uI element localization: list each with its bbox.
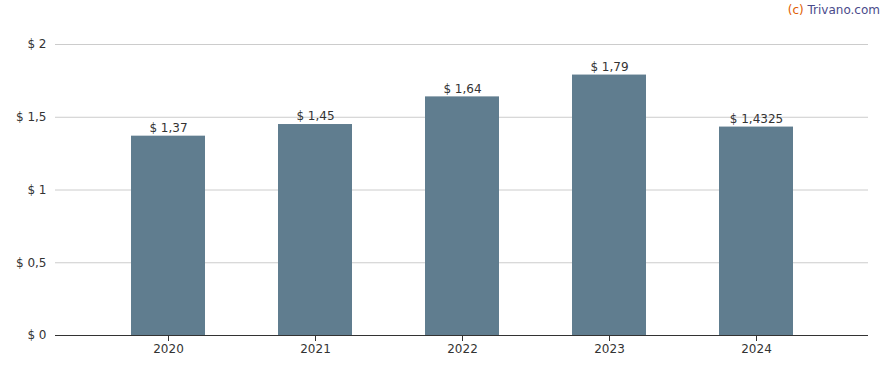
svg-text:$ 2: $ 2 — [27, 37, 46, 51]
svg-text:2023: 2023 — [594, 342, 625, 356]
svg-text:2021: 2021 — [300, 342, 331, 356]
svg-text:$ 1,64: $ 1,64 — [443, 82, 481, 96]
html-text:(c) Trivano.com: (c) Trivano.com — [787, 3, 880, 17]
svg-text:$ 1,37: $ 1,37 — [149, 121, 187, 135]
svg-text:2020: 2020 — [153, 342, 184, 356]
svg-text:$ 1,45: $ 1,45 — [296, 109, 334, 123]
svg-text:$ 0,5: $ 0,5 — [16, 256, 47, 270]
svg-text:$ 0: $ 0 — [27, 328, 46, 342]
svg-text:$ 1,4325: $ 1,4325 — [730, 112, 783, 126]
svg-text:2022: 2022 — [447, 342, 478, 356]
svg-text:2024: 2024 — [741, 342, 772, 356]
svg-text:$ 1,79: $ 1,79 — [590, 60, 628, 74]
svg-text:$ 1,5: $ 1,5 — [16, 110, 47, 124]
svg-text:$ 1: $ 1 — [27, 183, 46, 197]
